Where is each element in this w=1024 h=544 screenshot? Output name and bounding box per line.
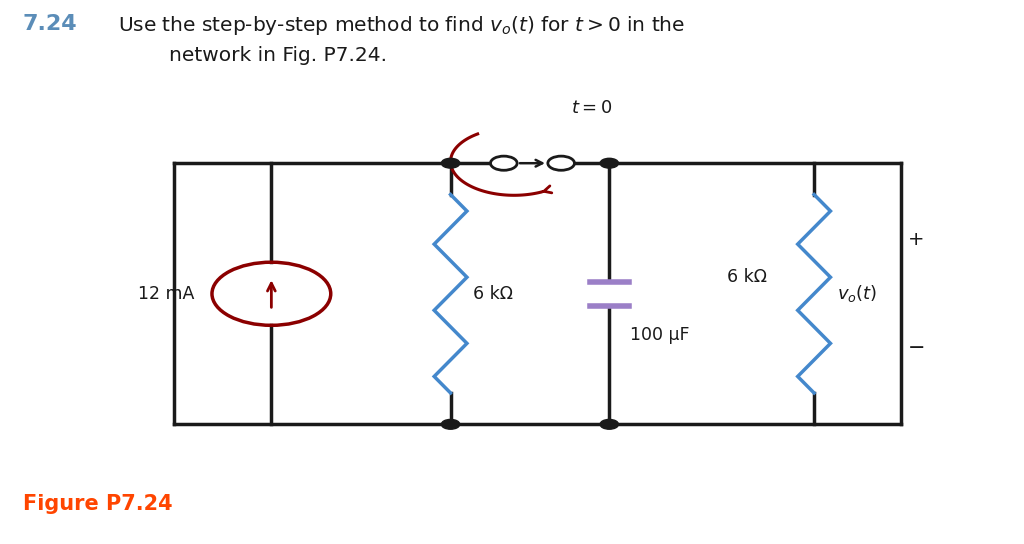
Text: $v_o(t)$: $v_o(t)$ <box>837 283 877 304</box>
Text: 7.24: 7.24 <box>23 14 77 34</box>
Circle shape <box>600 158 618 168</box>
Text: $t = 0$: $t = 0$ <box>571 99 612 117</box>
Text: −: − <box>908 338 926 358</box>
Text: Figure P7.24: Figure P7.24 <box>23 494 172 514</box>
Circle shape <box>441 419 460 429</box>
Circle shape <box>600 419 618 429</box>
Text: +: + <box>908 230 925 249</box>
Text: 100 μF: 100 μF <box>630 325 689 344</box>
Circle shape <box>441 158 460 168</box>
Text: 6 kΩ: 6 kΩ <box>473 285 513 303</box>
Text: Use the step-by-step method to find $v_o(t)$ for $t > 0$ in the
        network : Use the step-by-step method to find $v_o… <box>118 14 685 65</box>
Text: 6 kΩ: 6 kΩ <box>727 268 767 287</box>
Text: 12 mA: 12 mA <box>138 285 195 303</box>
